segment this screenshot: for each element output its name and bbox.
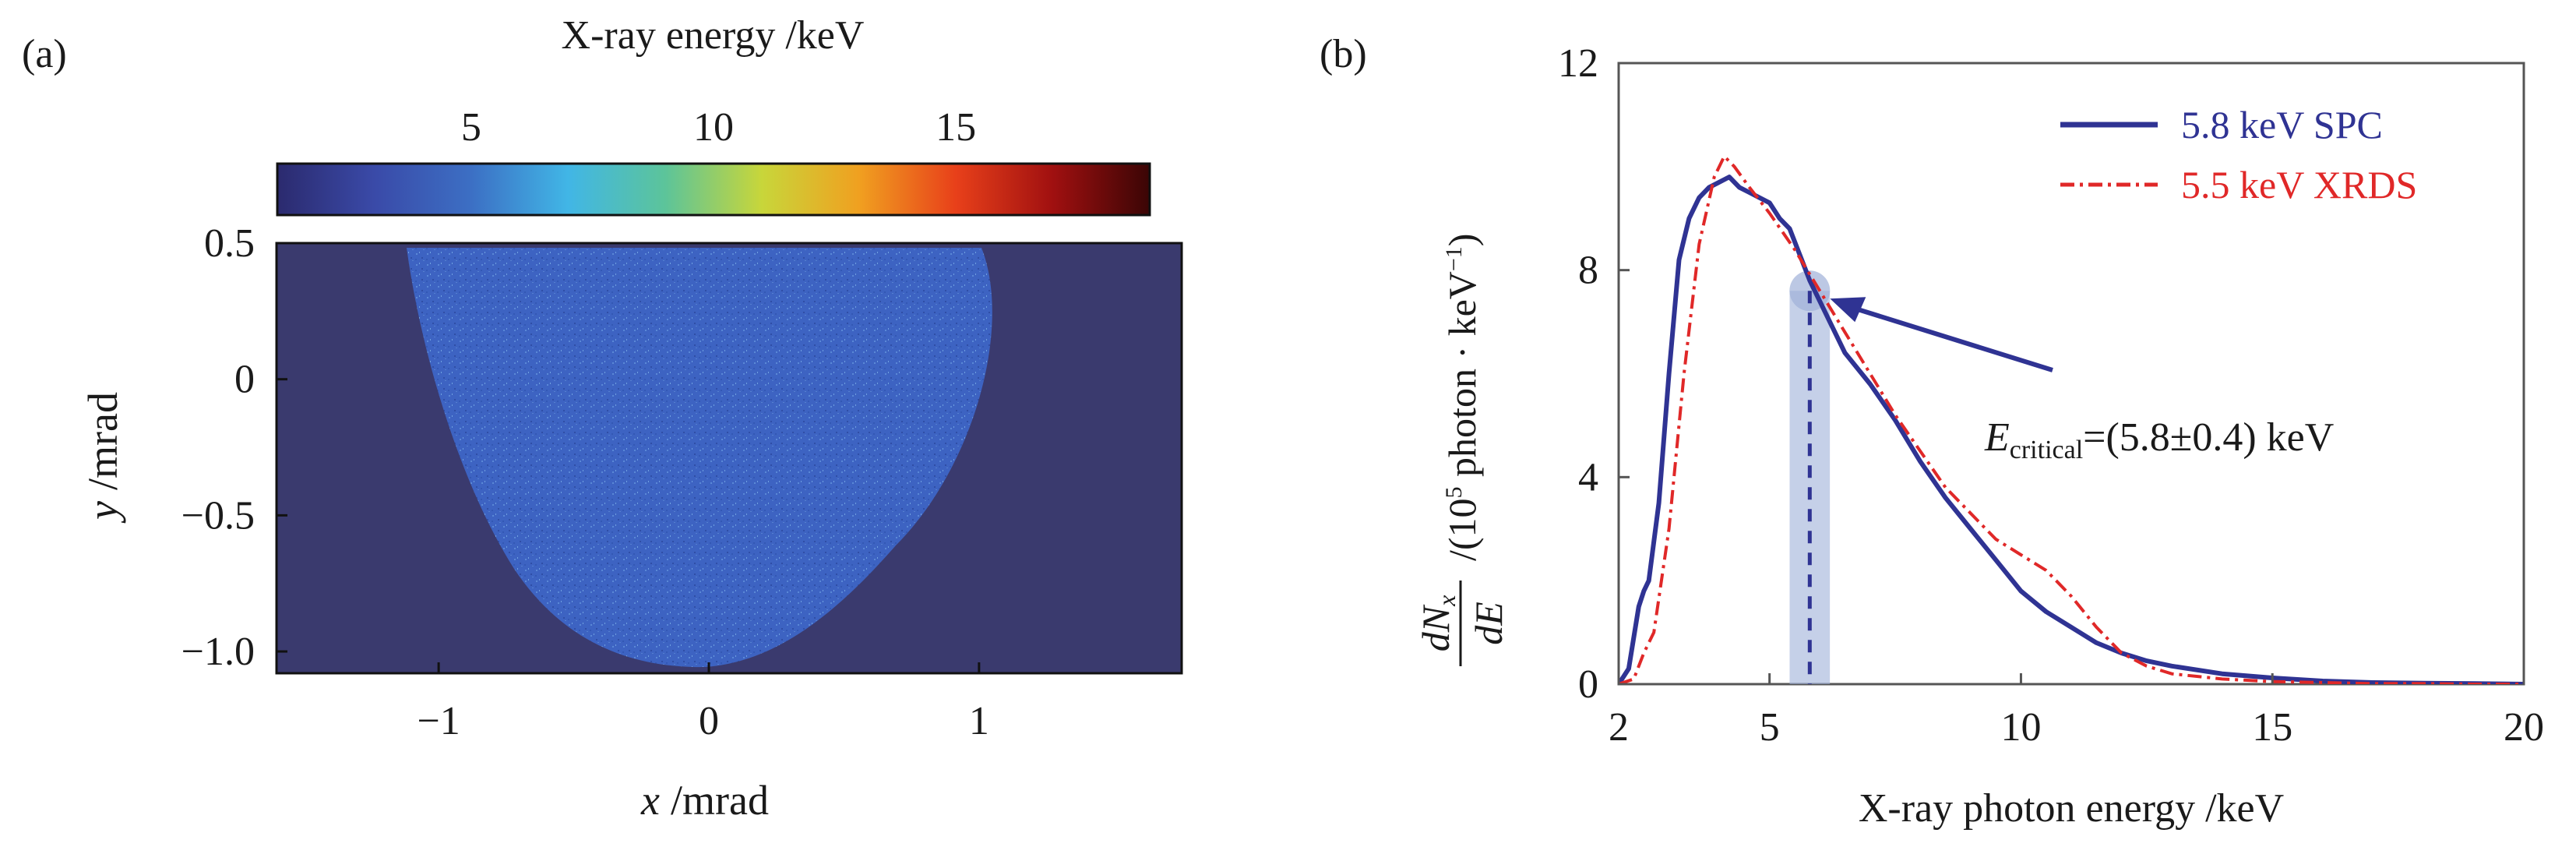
panel-b: (b) 0 4 8 12 2 5 10 15 20 5.8 keV SPC 5.5 keV X… [1320,32,2544,831]
y-ticks: 0 4 8 12 [1558,41,1630,707]
legend-label-xrds: 5.5 keV XRDS [2181,163,2417,206]
x-axis-label: X-ray photon energy /keV [1859,786,2284,831]
y-unit-exp: 5 [1441,486,1467,498]
critical-energy-marker [1789,270,1831,684]
series-line-xrds [1619,154,2524,684]
heatmap-plot [275,242,1183,675]
heatmap-x-tick-label: 1 [969,699,989,743]
colorbar [276,162,1151,217]
x-tick-label: 10 [2000,705,2041,750]
legend-label-spc: 5.8 keV SPC [2181,103,2383,146]
pointer-arrow [1830,297,2053,372]
colorbar-tick-label: 10 [693,105,734,150]
heatmap-x-tick-label: −1 [417,699,460,743]
annotation-symbol: E [1984,415,2010,460]
y-axis-label: dNx dE /(105 photon · keV−1) [1414,234,1510,666]
heatmap-x-label: x/mrad [640,777,769,824]
x-tick-label: 5 [1760,705,1780,750]
y-tick-label: 8 [1578,249,1598,293]
y-label-dN: dN [1414,604,1457,651]
y-unit-exp2: −1 [1441,246,1467,271]
y-label-fraction-den: dE [1467,602,1510,645]
colorbar-title: X-ray energy /keV [562,13,865,58]
heatmap-x-ticks: −1 0 1 [417,662,989,743]
heatmap-y-tick-label: −0.5 [181,493,255,538]
colorbar-tick-label: 15 [936,105,976,150]
heatmap-y-var: y [79,501,126,524]
heatmap-y-ticks: 0.5 0 −0.5 −1.0 [181,221,287,674]
panel-a: (a) X-ray energy /keV 5 10 15 0.50−0.5−1.0… [22,13,1183,824]
critical-energy-annotation: Ecritical=(5.8±0.4) keV [1984,415,2334,464]
y-unit-rest: photon · keV [1440,271,1484,486]
heatmap-y-label: y/mrad [79,392,126,524]
y-unit-close: ) [1440,234,1484,247]
colorbar-tick-labels: 5 10 15 [461,105,976,150]
series-lines [1619,154,2524,684]
arrow-shaft [1852,305,2053,372]
beam-profile [407,248,992,668]
annotation-subscript: critical [2010,436,2083,464]
legend: 5.8 keV SPC 5.5 keV XRDS [2060,103,2417,206]
panel-a-label: (a) [22,32,67,76]
heatmap-y-unit: /mrad [79,392,126,490]
heatmap-y-tick-label: −1.0 [181,630,255,674]
heatmap-x-var: x [640,777,660,824]
annotation-value: =(5.8±0.4) keV [2083,415,2334,460]
plot-area [1617,62,2525,686]
heatmap-x-unit: /mrad [671,777,769,824]
x-ticks: 2 5 10 15 20 [1609,673,2544,750]
y-tick-label: 4 [1578,455,1598,499]
heatmap-y-tick-label: 0.5 [204,221,255,266]
x-tick-label: 2 [1609,705,1629,750]
y-label-sub: x [1432,595,1461,607]
x-tick-label: 20 [2504,705,2544,750]
y-unit-prefix: /(10 [1440,498,1484,561]
y-tick-label: 12 [1558,41,1598,86]
panel-b-label: (b) [1320,32,1367,76]
y-label-unit: /(105 photon · keV−1) [1440,234,1484,561]
y-tick-label: 0 [1578,662,1598,707]
series-line-spc [1619,175,2524,684]
x-tick-label: 15 [2252,705,2292,750]
heatmap-y-tick-label: 0 [234,358,255,402]
arrow-head [1830,297,1866,323]
heatmap-x-tick-label: 0 [699,699,719,743]
y-label-fraction-num: dNx [1414,595,1461,652]
colorbar-tick-label: 5 [461,105,481,150]
